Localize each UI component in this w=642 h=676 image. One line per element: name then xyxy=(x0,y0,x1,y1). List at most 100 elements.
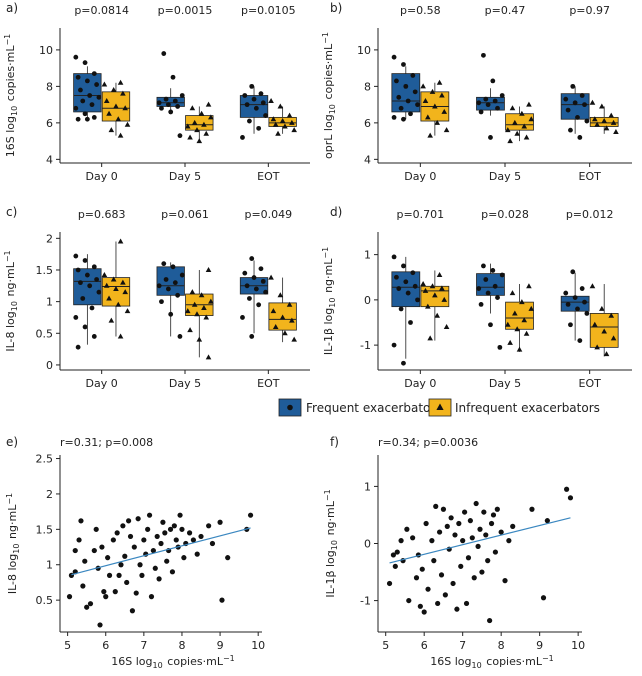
data-point-infrequent xyxy=(205,101,212,107)
data-point-infrequent xyxy=(523,330,530,336)
data-point-infrequent xyxy=(194,311,200,317)
data-point-infrequent xyxy=(441,296,448,302)
data-point-infrequent xyxy=(514,326,520,332)
scatter-point xyxy=(398,538,404,544)
scatter-point xyxy=(217,519,223,525)
data-point-infrequent xyxy=(191,301,198,307)
data-point-frequent xyxy=(91,71,97,77)
x-tick-label: Day 0 xyxy=(86,170,118,183)
data-point-infrequent xyxy=(272,121,279,127)
data-point-frequent xyxy=(391,342,397,348)
data-point-frequent xyxy=(73,253,79,259)
data-point-infrequent xyxy=(205,266,212,272)
data-point-infrequent xyxy=(420,281,426,287)
scatter-point xyxy=(467,518,473,524)
scatter-point xyxy=(164,558,170,564)
data-point-frequent xyxy=(563,96,569,102)
data-point-infrequent xyxy=(432,292,438,298)
data-point-infrequent xyxy=(594,121,600,127)
data-point-frequent xyxy=(159,299,164,305)
p-value: p=0.97 xyxy=(569,4,610,17)
y-tick-label: 0.5 xyxy=(36,594,54,607)
data-point-infrequent xyxy=(113,285,119,291)
scatter-point xyxy=(477,526,483,532)
data-point-frequent xyxy=(398,105,404,111)
data-point-infrequent xyxy=(507,339,513,345)
data-point-infrequent xyxy=(608,312,615,318)
data-point-infrequent xyxy=(275,130,281,136)
scatter-point xyxy=(169,569,176,575)
scatter-point xyxy=(112,589,118,595)
data-point-frequent xyxy=(73,105,79,111)
data-point-infrequent xyxy=(208,114,214,120)
data-point-infrequent xyxy=(443,127,450,133)
scatter-point xyxy=(436,529,443,535)
data-point-frequent xyxy=(497,344,503,350)
data-point-infrequent xyxy=(113,103,119,109)
data-point-frequent xyxy=(565,107,571,113)
scatter-point xyxy=(93,526,99,532)
data-point-frequent xyxy=(84,272,90,278)
legend-label-frequent: Frequent exacerbators xyxy=(306,401,442,415)
y-tick-label: -1 xyxy=(360,339,371,352)
y-tick-label: 1.5 xyxy=(36,264,54,277)
data-point-infrequent xyxy=(589,99,596,105)
box-infrequent xyxy=(505,301,534,330)
data-point-frequent xyxy=(75,344,81,350)
data-point-infrequent xyxy=(110,87,117,93)
scatter-point xyxy=(429,538,435,544)
box-infrequent xyxy=(268,302,297,331)
data-point-frequent xyxy=(94,82,100,87)
panel-label: c) xyxy=(6,205,17,219)
data-point-frequent xyxy=(156,100,162,106)
data-point-infrequent xyxy=(120,90,126,96)
scatter-point xyxy=(492,549,498,555)
data-point-infrequent xyxy=(601,118,607,124)
data-point-infrequent xyxy=(439,285,445,291)
data-point-frequent xyxy=(82,60,88,66)
scatter-point xyxy=(219,597,225,603)
data-point-frequent xyxy=(488,135,493,140)
data-point-frequent xyxy=(405,98,411,104)
data-point-infrequent xyxy=(196,138,203,144)
regression-line xyxy=(71,527,251,576)
data-point-frequent xyxy=(94,277,100,282)
data-point-infrequent xyxy=(509,290,516,296)
scatter-point xyxy=(490,512,497,518)
data-point-frequent xyxy=(256,302,262,308)
scatter-point xyxy=(124,579,130,586)
data-point-infrequent xyxy=(420,83,426,89)
scatter-point xyxy=(421,609,427,615)
data-point-frequent xyxy=(492,98,498,104)
data-point-infrequent xyxy=(124,308,131,314)
y-tick-label: 6 xyxy=(364,117,371,130)
data-point-frequent xyxy=(240,315,245,320)
scatter-point xyxy=(126,518,132,524)
scatter-point xyxy=(206,523,212,529)
data-point-infrequent xyxy=(289,119,295,125)
scatter-point xyxy=(458,563,464,569)
x-tick-label: 7 xyxy=(459,639,466,652)
data-point-infrequent xyxy=(272,323,279,329)
data-point-frequent xyxy=(495,105,500,111)
panel-label: f) xyxy=(330,435,339,449)
data-point-frequent xyxy=(401,116,406,122)
x-axis-label: 16S log10 copies·mL−1 xyxy=(430,654,554,670)
data-point-infrequent xyxy=(268,274,274,280)
scatter-point xyxy=(127,533,134,540)
data-point-infrequent xyxy=(270,116,277,122)
data-point-frequent xyxy=(170,264,176,270)
scatter-point xyxy=(97,622,103,628)
scatter-point xyxy=(435,600,441,607)
scatter-point xyxy=(101,589,107,595)
correlation-annotation: r=0.31; p=0.008 xyxy=(60,436,153,449)
x-tick-label: Day 5 xyxy=(489,377,521,390)
data-point-infrequent xyxy=(108,317,115,323)
data-point-frequent xyxy=(84,116,90,122)
data-point-infrequent xyxy=(509,105,516,111)
data-point-infrequent xyxy=(198,110,205,116)
x-tick-label: Day 0 xyxy=(404,377,436,390)
y-tick-label: 1 xyxy=(46,559,53,572)
scatter-point xyxy=(247,512,254,518)
scatter-point xyxy=(118,562,124,568)
